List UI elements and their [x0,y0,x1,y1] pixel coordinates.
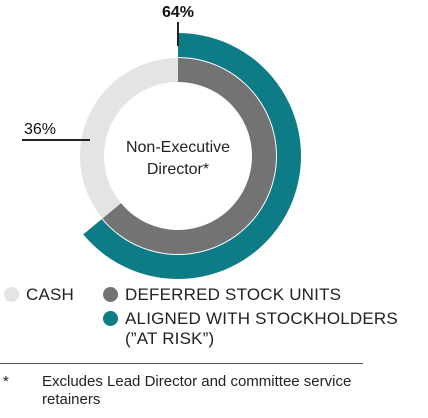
center-label-line-1: Non-Executive [126,139,230,156]
inner-ring-dsu-slice [102,58,276,254]
center-label-line-2: Director* [147,161,209,178]
legend-item-aligned: ALIGNED WITH STOCKHOLDERS (”AT RISK”) [103,309,398,349]
cash-swatch-icon [4,287,19,302]
pct-64-label: 64% [162,4,194,21]
footnote-divider [0,363,363,364]
legend-label-cash: CASH [26,285,75,304]
pct-36-label: 36% [24,121,56,138]
footnote-text: Excludes Lead Director and committee ser… [42,373,352,408]
legend-item-dsu: DEFERRED STOCK UNITS [103,285,341,305]
outer-ring-aligned-slice [83,33,301,280]
legend-label-aligned-line-1: ALIGNED WITH STOCKHOLDERS [125,309,398,328]
legend-item-cash: CASH [4,285,74,305]
inner-ring-cash-slice [79,57,178,219]
footnote-marker: * [3,373,9,390]
legend-label-aligned-line-2: (”AT RISK”) [125,329,215,348]
aligned-swatch-icon [103,311,118,326]
legend-label-dsu: DEFERRED STOCK UNITS [125,285,342,304]
dsu-swatch-icon [103,287,118,302]
